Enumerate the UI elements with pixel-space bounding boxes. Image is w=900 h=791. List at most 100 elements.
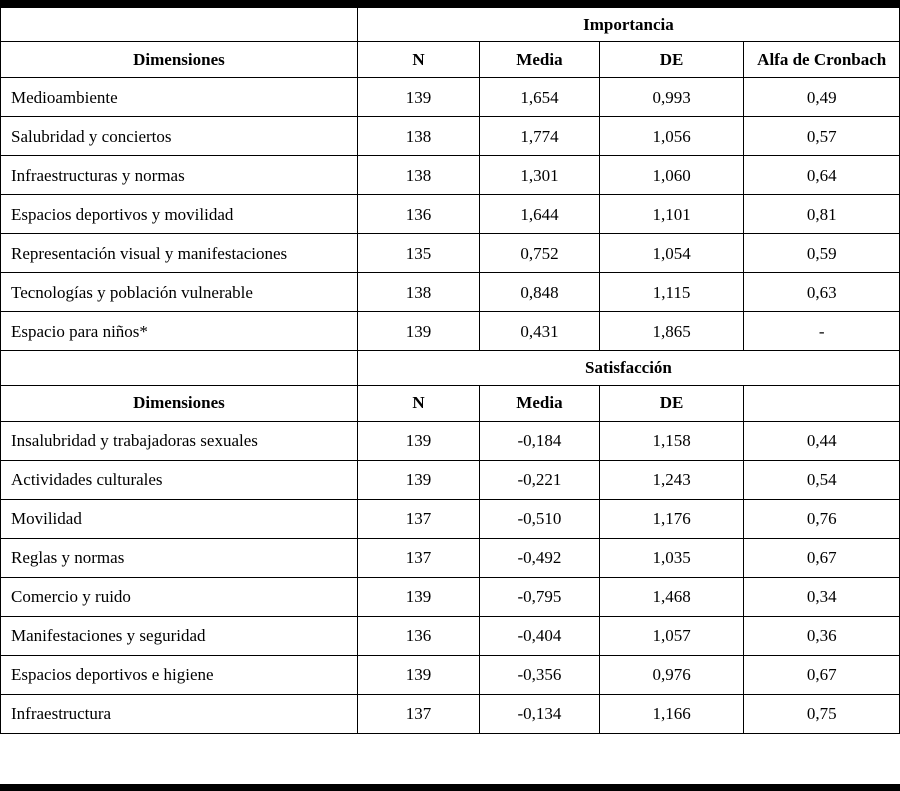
value-cell: 0,63 [743, 272, 900, 313]
value-cell: 139 [356, 654, 481, 695]
value-cell: 0,49 [743, 77, 900, 118]
column-header-dimensiones: Dimensiones [0, 384, 358, 422]
dimension-cell: Reglas y normas [0, 537, 358, 578]
value-cell: 0,993 [598, 77, 745, 118]
table-row: Insalubridad y trabajadoras sexuales 139-… [0, 420, 900, 461]
value-cell: 1,176 [598, 498, 745, 539]
value-cell: -0,134 [479, 693, 600, 734]
value-cell: 1,056 [598, 116, 745, 157]
dimension-cell: Insalubridad y trabajadoras sexuales [0, 420, 358, 461]
value-cell: 1,101 [598, 194, 745, 235]
value-cell: 1,243 [598, 459, 745, 500]
value-cell: 138 [356, 155, 481, 196]
dimension-cell: Representación visual y manifestaciones [0, 233, 358, 274]
value-cell: 0,431 [479, 311, 600, 352]
value-cell: 138 [356, 272, 481, 313]
value-cell: 1,035 [598, 537, 745, 578]
table-row: Actividades culturales 139 -0,221 1,243 0,54 [0, 459, 900, 500]
table-row: Manifestaciones y seguridad 136 -0,404 1,05… [0, 615, 900, 656]
column-header-n: N [356, 384, 481, 422]
corner-cell-1 [0, 350, 358, 386]
value-cell: 136 [356, 194, 481, 235]
value-cell: 1,865 [598, 311, 745, 352]
value-cell: 1,468 [598, 576, 745, 617]
value-cell: 0,64 [743, 155, 900, 196]
table-row: Comercio y ruido 139 -0,795 1,468 0,34 [0, 576, 900, 617]
stats-table: Importancia Dimensiones N Media DE Alfa de Cr… [0, 6, 900, 734]
value-cell: 1,057 [598, 615, 745, 656]
table-row: Salubridad y conciertos 138 1,774 1,056 0,57 [0, 116, 900, 157]
value-cell: 138 [356, 116, 481, 157]
dimension-cell: Espacios deportivos e higiene [0, 654, 358, 695]
group-header-row: Satisfacción [0, 350, 900, 386]
value-cell: 1,054 [598, 233, 745, 274]
column-header-de: DE [598, 41, 745, 79]
group-header-row: Importancia [0, 6, 900, 43]
table-row: Movilidad 137 -0,510 1,176 0,76 [0, 498, 900, 539]
dimension-cell: Actividades culturales [0, 459, 358, 500]
column-header-de: DE [598, 384, 745, 422]
table-row: Infraestructuras y normas 138 1,301 1,060 0,… [0, 155, 900, 196]
value-cell: 139 [356, 420, 481, 461]
dimension-cell: Infraestructura [0, 693, 358, 734]
column-header-media: Media [479, 384, 600, 422]
stats-table-body: Importancia Dimensiones N Media DE Alfa de Cr… [0, 6, 900, 734]
dimension-cell: Espacios deportivos y movilidad [0, 194, 358, 235]
table-row: Tecnologías y población vulnerable 138 0,8… [0, 272, 900, 313]
value-cell: -0,184 [479, 420, 600, 461]
value-cell: 1,301 [479, 155, 600, 196]
value-cell: -0,404 [479, 615, 600, 656]
value-cell: 0,75 [743, 693, 900, 734]
table-row: Espacio para niños* 139 0,431 1,865- [0, 311, 900, 352]
value-cell: 0,54 [743, 459, 900, 500]
column-header-dimensiones: Dimensiones [0, 41, 358, 79]
column-header-n: N [356, 41, 481, 79]
value-cell: 0,76 [743, 498, 900, 539]
column-header-row: Dimensiones N Media DE Alfa de Cronbach [0, 41, 900, 79]
table-row: Representación visual y manifestaciones 1… [0, 233, 900, 274]
dimension-cell: Tecnologías y población vulnerable [0, 272, 358, 313]
value-cell: 0,752 [479, 233, 600, 274]
column-header-row: Dimensiones N Media DE [0, 384, 900, 422]
dimension-cell: Medioambiente [0, 77, 358, 118]
value-cell: 139 [356, 77, 481, 118]
value-cell: 1,158 [598, 420, 745, 461]
table-row: Infraestructura 137 -0,134 1,166 0,75 [0, 693, 900, 734]
value-cell: 0,67 [743, 654, 900, 695]
table-row: Espacios deportivos e higiene 139 -0,356 0,… [0, 654, 900, 695]
value-cell: 136 [356, 615, 481, 656]
value-cell: 0,67 [743, 537, 900, 578]
value-cell: 137 [356, 537, 481, 578]
table-row: Espacios deportivos y movilidad 136 1,644 1… [0, 194, 900, 235]
column-header- [743, 384, 900, 422]
table-row: Reglas y normas 137 -0,492 1,035 0,67 [0, 537, 900, 578]
dimension-cell: Infraestructuras y normas [0, 155, 358, 196]
value-cell: 1,115 [598, 272, 745, 313]
value-cell: 137 [356, 693, 481, 734]
value-cell: 1,774 [479, 116, 600, 157]
value-cell: 135 [356, 233, 481, 274]
dimension-cell: Manifestaciones y seguridad [0, 615, 358, 656]
value-cell: 0,36 [743, 615, 900, 656]
value-cell: 1,060 [598, 155, 745, 196]
value-cell: 0,44 [743, 420, 900, 461]
table-row: Medioambiente 139 1,654 0,993 0,49 [0, 77, 900, 118]
value-cell: 0,34 [743, 576, 900, 617]
value-cell: - [743, 311, 900, 352]
value-cell: 0,848 [479, 272, 600, 313]
value-cell: 139 [356, 576, 481, 617]
dimension-cell: Movilidad [0, 498, 358, 539]
value-cell: 1,654 [479, 77, 600, 118]
section-title-1: Satisfacción [356, 350, 900, 386]
value-cell: 0,81 [743, 194, 900, 235]
column-header-alfa-de-cronbach: Alfa de Cronbach [743, 41, 900, 79]
value-cell: -0,221 [479, 459, 600, 500]
value-cell: 0,976 [598, 654, 745, 695]
value-cell: -0,492 [479, 537, 600, 578]
value-cell: -0,510 [479, 498, 600, 539]
value-cell: 137 [356, 498, 481, 539]
dimension-cell: Espacio para niños* [0, 311, 358, 352]
dimension-cell: Comercio y ruido [0, 576, 358, 617]
value-cell: 0,59 [743, 233, 900, 274]
